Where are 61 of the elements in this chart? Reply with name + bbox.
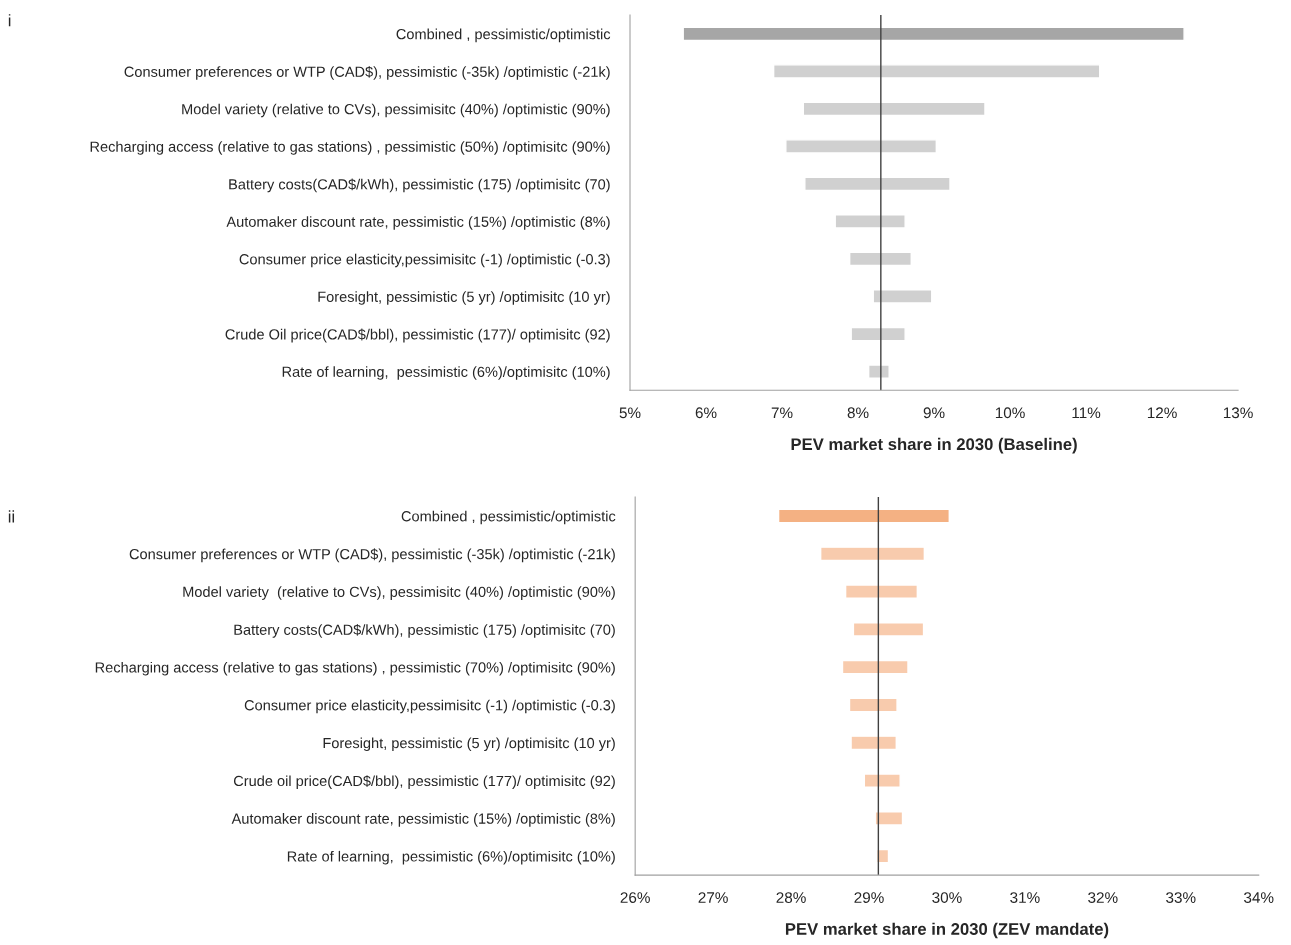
y-tick-label: Foresight, pessimistic (5 yr) /optimisitc (10 yr)	[318, 291, 610, 305]
bar	[834, 214, 906, 229]
x-tick-label: 10%	[995, 407, 1025, 419]
y-tick-label: Foresight, pessimistic (5 yr) /optimisitc (10 yr)	[323, 737, 615, 752]
bar	[863, 773, 901, 788]
text: ii	[8, 510, 15, 523]
bar	[848, 251, 912, 267]
y-tick-label: Consumer price elasticity,pessimisitc (-1) /optimistic (-0.3)	[244, 699, 615, 714]
bar	[802, 101, 986, 117]
x-tick-label: 26%	[620, 892, 650, 903]
x-tick-label: 27%	[698, 892, 728, 903]
y-tick-label: Automaker discount rate, pessimistic (15%) /optimistic (8%)	[231, 813, 615, 827]
bar	[874, 811, 904, 826]
x-tick-label: 5%	[619, 407, 641, 419]
bar	[777, 508, 950, 524]
x-tick-label: 31%	[1010, 892, 1040, 903]
y-tick-label: Rate of learning, pessimistic (6%)/optimisitc (10%)	[287, 850, 615, 865]
y-tick-label: Consumer preferences or WTP (CAD$), pessimistic (-35k) /optimistic (-21k)	[129, 548, 615, 563]
x-tick-label: 13%	[1223, 407, 1253, 419]
x-tick-label: 6%	[695, 407, 717, 419]
y-tick-label: Consumer price elasticity,pessimisitc (-1) /optimistic (-0.3)	[239, 253, 610, 268]
x-tick-label: 32%	[1088, 892, 1118, 903]
x-tick-label: 33%	[1166, 892, 1196, 903]
y-tick-label: Rate of learning, pessimistic (6%)/optimisitc (10%)	[282, 366, 610, 380]
x-tick-label: 12%	[1147, 407, 1177, 419]
x-tick-label: 29%	[854, 892, 884, 903]
bar	[852, 622, 925, 637]
bar	[841, 659, 909, 675]
y-tick-label: Recharging access (relative to gas stations) , pessimistic (50%) /optimisitc (90%)	[90, 141, 610, 155]
bar	[682, 26, 1185, 42]
x-axis-title: PEV market share in 2030 (ZEV mandate)	[785, 922, 1109, 939]
bar	[850, 326, 906, 342]
y-tick-label: Crude oil price(CAD$/bbl), pessimistic (177)/ optimisitc (92)	[233, 775, 615, 789]
y-tick-label: Crude Oil price(CAD$/bbl), pessimistic (177)/ optimisitc (92)	[225, 328, 610, 343]
bar	[804, 176, 951, 192]
x-tick-label: 11%	[1072, 407, 1101, 419]
y-tick-label: Combined , pessimistic/optimistic	[401, 510, 616, 525]
y-tick-label: Model variety (relative to CVs), pessimisitc (40%) /optimistic (90%)	[183, 586, 615, 600]
y-tick-label: Automaker discount rate, pessimistic (15%) /optimistic (8%)	[226, 216, 610, 230]
y-tick-label: Consumer preferences or WTP (CAD$), pessimistic (-35k) /optimistic (-21k)	[124, 66, 610, 80]
y-tick-label: Model variety (relative to CVs), pessimisitc (40%) /optimistic (90%)	[182, 103, 610, 118]
y-tick-label: Combined , pessimistic/optimistic	[396, 28, 611, 43]
bar	[850, 735, 897, 751]
bar	[819, 546, 926, 562]
bar	[772, 64, 1101, 79]
y-tick-label: Battery costs(CAD$/kWh), pessimistic (175) /optimisitc (70)	[234, 623, 615, 638]
x-tick-label: 7%	[771, 407, 793, 419]
bar	[867, 364, 890, 379]
x-tick-label: 34%	[1244, 892, 1274, 903]
x-tick-label: 28%	[776, 892, 806, 903]
x-tick-label: 8%	[847, 407, 869, 419]
x-axis-title: PEV market share in 2030 (Baseline)	[791, 437, 1077, 454]
bar	[872, 289, 933, 304]
y-tick-label: Recharging access (relative to gas stations) , pessimistic (70%) /optimisitc (90%)	[95, 661, 615, 676]
x-tick-label: 30%	[932, 892, 962, 903]
x-tick-label: 9%	[923, 407, 945, 419]
text: i	[8, 14, 11, 27]
bar	[848, 697, 898, 713]
bar	[844, 584, 919, 599]
bar	[785, 139, 938, 154]
y-tick-label: Battery costs(CAD$/kWh), pessimistic (175) /optimisitc (70)	[229, 178, 610, 193]
